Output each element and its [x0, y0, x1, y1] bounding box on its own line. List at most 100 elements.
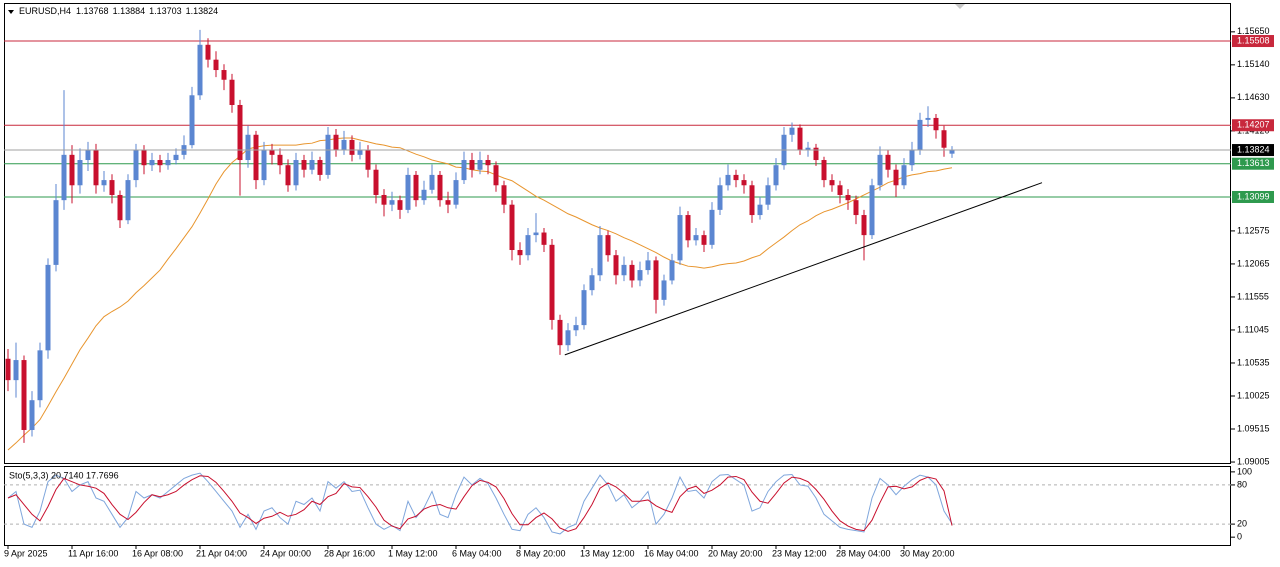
candle-body	[901, 165, 907, 186]
candle-body	[941, 130, 947, 148]
x-tick-label: 23 May 12:00	[772, 548, 827, 558]
candle-body	[301, 160, 307, 170]
candle-body	[853, 200, 859, 216]
price-tag	[1232, 144, 1274, 157]
candle-body	[469, 160, 475, 170]
candle-body	[453, 180, 459, 205]
candle-body	[917, 119, 923, 150]
y-tick-label: 1.14630	[1237, 92, 1270, 102]
candle-body	[365, 149, 371, 170]
candle-body	[485, 160, 491, 166]
candle-body	[53, 200, 59, 265]
price-tag-label: 1.13099	[1237, 191, 1270, 201]
candle-body	[565, 330, 571, 346]
candle-body	[909, 149, 915, 166]
x-tick-label: 9 Apr 2025	[4, 548, 48, 558]
candle-body	[149, 160, 155, 166]
x-tick-label: 20 May 20:00	[708, 548, 763, 558]
candle-body	[877, 154, 883, 186]
candle-body	[437, 174, 443, 201]
price-tag	[1232, 157, 1274, 170]
price-tag	[1232, 35, 1274, 48]
price-tag	[1232, 119, 1274, 132]
candle-body	[477, 160, 483, 170]
oscillator-label: Sto(5,3,3) 20.7140 17.7696	[9, 470, 119, 480]
candle-body	[117, 194, 123, 221]
y-tick-label: 1.15140	[1237, 59, 1270, 69]
candle-body	[37, 350, 43, 401]
candle-body	[349, 139, 355, 155]
candle-body	[157, 160, 163, 166]
y-tick-label: 1.10025	[1237, 390, 1270, 400]
candle-body	[101, 180, 107, 186]
y-tick-label: 1.12575	[1237, 225, 1270, 235]
candle-body	[597, 235, 603, 276]
x-tick-label: 1 May 12:00	[388, 548, 438, 558]
candle-body	[717, 185, 723, 210]
chart-header: EURUSD,H4 1.13768 1.13884 1.13703 1.13824	[19, 6, 218, 16]
candle-body	[797, 127, 803, 150]
y-tick-label: 1.09005	[1237, 456, 1270, 466]
candle-body	[421, 189, 427, 201]
candle-body	[325, 134, 331, 175]
candle-body	[837, 185, 843, 195]
candle-body	[413, 174, 419, 201]
candle-body	[789, 127, 795, 135]
x-tick-label: 24 Apr 00:00	[260, 548, 311, 558]
candle-body	[213, 59, 219, 71]
candle-body	[133, 149, 139, 181]
candle-body	[949, 150, 955, 154]
menu-arrow	[8, 10, 14, 14]
scroll-marker	[955, 4, 965, 9]
candle-body	[29, 400, 35, 430]
candle-body	[341, 139, 347, 150]
candle-body	[861, 215, 867, 236]
candle-body	[573, 325, 579, 331]
candle-body	[173, 154, 179, 161]
candle-body	[237, 104, 243, 161]
candle-body	[629, 264, 635, 281]
candle-body	[605, 235, 611, 256]
candle-body	[845, 194, 851, 201]
header-open: 1.13768	[76, 6, 109, 16]
oscillator-tick-label: 0	[1237, 532, 1242, 542]
candle-body	[373, 169, 379, 195]
header-low: 1.13703	[149, 6, 182, 16]
oscillator-panel-frame	[4, 466, 1231, 546]
candle-body	[701, 235, 707, 245]
candle-body	[93, 149, 99, 186]
x-tick-label: 16 May 04:00	[644, 548, 699, 558]
candle-body	[677, 215, 683, 261]
candle-body	[461, 160, 467, 181]
candle-body	[141, 149, 147, 166]
candle-body	[125, 180, 131, 221]
candle-body	[309, 160, 315, 170]
candle-body	[285, 165, 291, 186]
candle-body	[509, 204, 515, 251]
candle-body	[805, 147, 811, 150]
candle-body	[5, 358, 11, 381]
x-tick-label: 6 May 04:00	[452, 548, 502, 558]
candle-body	[685, 215, 691, 241]
candle-body	[645, 260, 651, 271]
y-tick-label: 1.11045	[1237, 324, 1269, 334]
candle-body	[109, 180, 115, 195]
candle-body	[765, 185, 771, 205]
symbol: EURUSD,H4	[19, 6, 71, 16]
candle-body	[269, 149, 275, 155]
candle-body	[445, 200, 451, 205]
candle-body	[725, 174, 731, 186]
candle-body	[381, 194, 387, 205]
candle-body	[189, 95, 195, 146]
candle-body	[653, 260, 659, 300]
candle-body	[885, 154, 891, 170]
price-tag-label: 1.13613	[1237, 158, 1270, 168]
candle-body	[669, 260, 675, 281]
candle-body	[581, 290, 587, 326]
candle-body	[557, 319, 563, 346]
candle-body	[253, 134, 259, 181]
candle-body	[733, 174, 739, 181]
candle-body	[821, 160, 827, 181]
trendline	[564, 182, 1043, 356]
